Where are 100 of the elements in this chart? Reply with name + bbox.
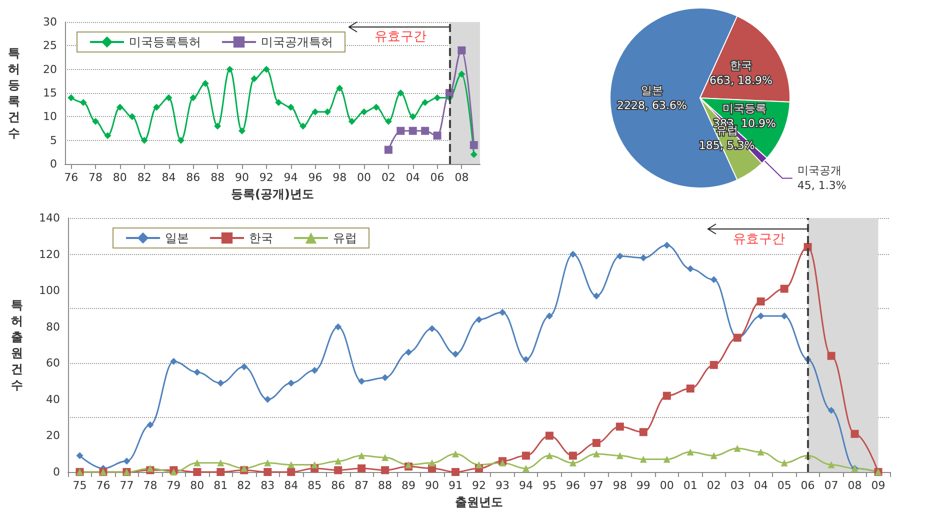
slice-label: 일본 [641, 84, 663, 97]
point [428, 459, 436, 466]
point [780, 312, 788, 320]
point [250, 75, 258, 82]
x-tick-label: 04 [754, 479, 768, 492]
point [408, 126, 417, 135]
y-tick-label: 140 [39, 212, 60, 224]
point [194, 459, 201, 466]
point [190, 94, 197, 102]
x-tick-label: 81 [214, 479, 228, 492]
point [146, 421, 154, 428]
annotation: 유효구간 [374, 30, 426, 45]
point [522, 452, 530, 460]
point [828, 461, 835, 468]
x-tick-label: 95 [542, 479, 556, 492]
point [312, 108, 319, 116]
point [470, 151, 478, 158]
point [592, 438, 600, 447]
point [334, 323, 342, 330]
point [240, 363, 248, 370]
x-tick-label: 03 [730, 479, 744, 492]
point [358, 452, 366, 460]
x-tick-label: 02 [706, 479, 721, 492]
x-tick-label: 94 [518, 479, 533, 492]
x-tick-label: 84 [284, 479, 298, 492]
x-tick-label: 87 [354, 479, 369, 492]
point [311, 366, 318, 374]
x-tick-label: 06 [430, 171, 444, 184]
point [663, 242, 670, 249]
point [397, 90, 404, 96]
y-tick-label: 80 [46, 320, 60, 334]
point [710, 360, 718, 369]
point [546, 312, 553, 320]
x-tick-label: 08 [454, 171, 469, 184]
x-tick-label: 01 [683, 479, 698, 492]
x-tick-label: 05 [777, 479, 792, 492]
point [358, 464, 366, 472]
y-tick-label: 5 [50, 134, 57, 147]
point [202, 80, 209, 88]
point [409, 113, 416, 120]
y-tick-label: 30 [43, 16, 57, 28]
y-tick-label: 20 [46, 429, 60, 442]
point [568, 452, 577, 460]
x-tick-label: 78 [88, 171, 103, 184]
x-tick-label: 82 [237, 479, 252, 492]
point [217, 459, 224, 466]
x-tick-label: 02 [381, 171, 396, 184]
point [686, 448, 694, 456]
x-tick-label: 97 [589, 479, 604, 492]
y-tick-label: 15 [43, 86, 57, 100]
point [710, 276, 718, 284]
point [382, 454, 389, 461]
x-tick-label: 96 [308, 171, 322, 184]
point [275, 98, 282, 106]
point [240, 464, 248, 472]
point [177, 136, 184, 144]
data-label: 2228, 63.6% [617, 99, 687, 112]
point [828, 406, 835, 414]
point [452, 468, 460, 476]
x-tick-label: 00 [660, 479, 674, 492]
point [334, 458, 342, 465]
point [522, 356, 530, 364]
x-tick-label: 89 [402, 479, 416, 492]
x-tick-label: 08 [848, 479, 862, 492]
x-tick-label: 88 [210, 171, 225, 184]
point [238, 127, 246, 134]
point [470, 141, 478, 150]
point [422, 98, 429, 106]
point [170, 358, 178, 365]
x-tick-label: 86 [331, 479, 346, 492]
point [336, 84, 344, 92]
x-tick-label: 98 [332, 171, 347, 184]
x-tick-label: 76 [96, 479, 110, 492]
point [421, 126, 430, 135]
point [264, 468, 272, 476]
point [116, 104, 124, 111]
x-tick-label: 78 [143, 479, 158, 492]
x-tick-label: 82 [137, 171, 152, 184]
point [569, 250, 576, 258]
annotation: 유효구간 [732, 232, 785, 247]
y-tick-label: 120 [39, 248, 60, 261]
y-tick-label: 60 [46, 356, 60, 370]
x-tick-label: 90 [425, 479, 440, 492]
point [80, 98, 87, 106]
point [452, 450, 460, 458]
point [780, 459, 788, 466]
point [287, 468, 296, 476]
point [226, 66, 234, 73]
point [104, 132, 112, 140]
point [757, 448, 764, 456]
point [850, 430, 859, 438]
point [827, 352, 836, 360]
x-tick-label: 96 [566, 479, 580, 492]
point [165, 94, 172, 102]
point [123, 458, 130, 465]
point [433, 132, 442, 140]
point [639, 428, 648, 436]
y-tick-label: 25 [43, 39, 57, 52]
point [287, 104, 294, 111]
point [384, 118, 392, 125]
